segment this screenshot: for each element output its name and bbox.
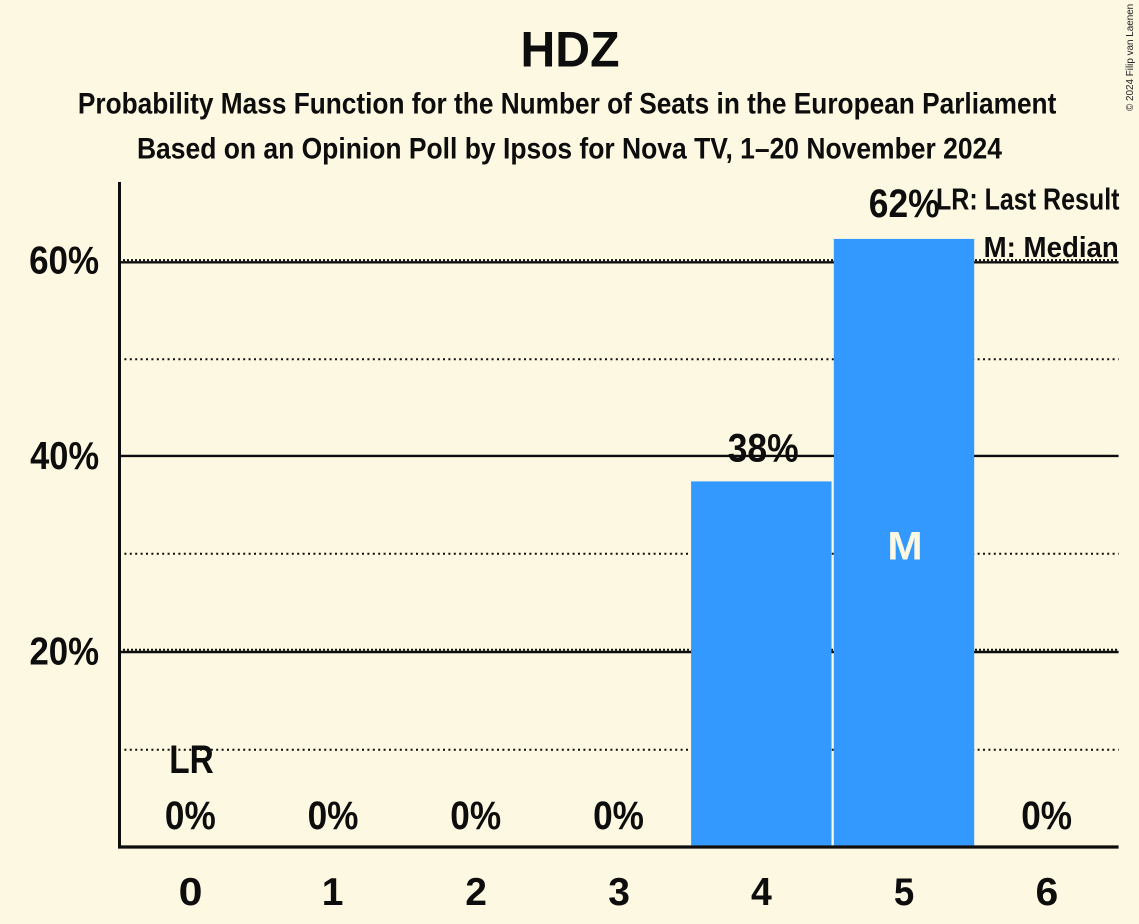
svg-text:0%: 0% [450,793,501,838]
svg-text:60%: 60% [29,238,99,282]
svg-text:40%: 40% [30,434,99,477]
svg-text:0%: 0% [165,793,216,838]
svg-text:Probability Mass Function for: Probability Mass Function for the Number… [78,86,1057,120]
svg-text:1: 1 [322,871,344,914]
svg-text:3: 3 [608,871,630,914]
svg-text:2: 2 [465,871,487,914]
svg-text:LR: Last Result: LR: Last Result [936,182,1120,216]
svg-text:62%: 62% [869,181,940,226]
svg-text:Based on an Opinion Poll by Ip: Based on an Opinion Poll by Ipsos for No… [137,132,1002,166]
svg-text:0%: 0% [593,793,644,838]
svg-text:0: 0 [179,870,203,914]
svg-text:5: 5 [894,871,914,914]
svg-text:4: 4 [751,871,773,915]
svg-text:0%: 0% [308,793,359,838]
svg-text:M: Median: M: Median [984,231,1119,264]
svg-text:20%: 20% [29,630,99,673]
svg-text:© 2024 Filip van Laenen: © 2024 Filip van Laenen [1125,4,1136,111]
svg-text:HDZ: HDZ [521,22,620,78]
svg-text:38%: 38% [728,426,799,470]
svg-text:6: 6 [1035,871,1058,914]
svg-text:LR: LR [169,737,214,781]
svg-text:0%: 0% [1021,793,1072,838]
svg-text:M: M [887,523,922,568]
